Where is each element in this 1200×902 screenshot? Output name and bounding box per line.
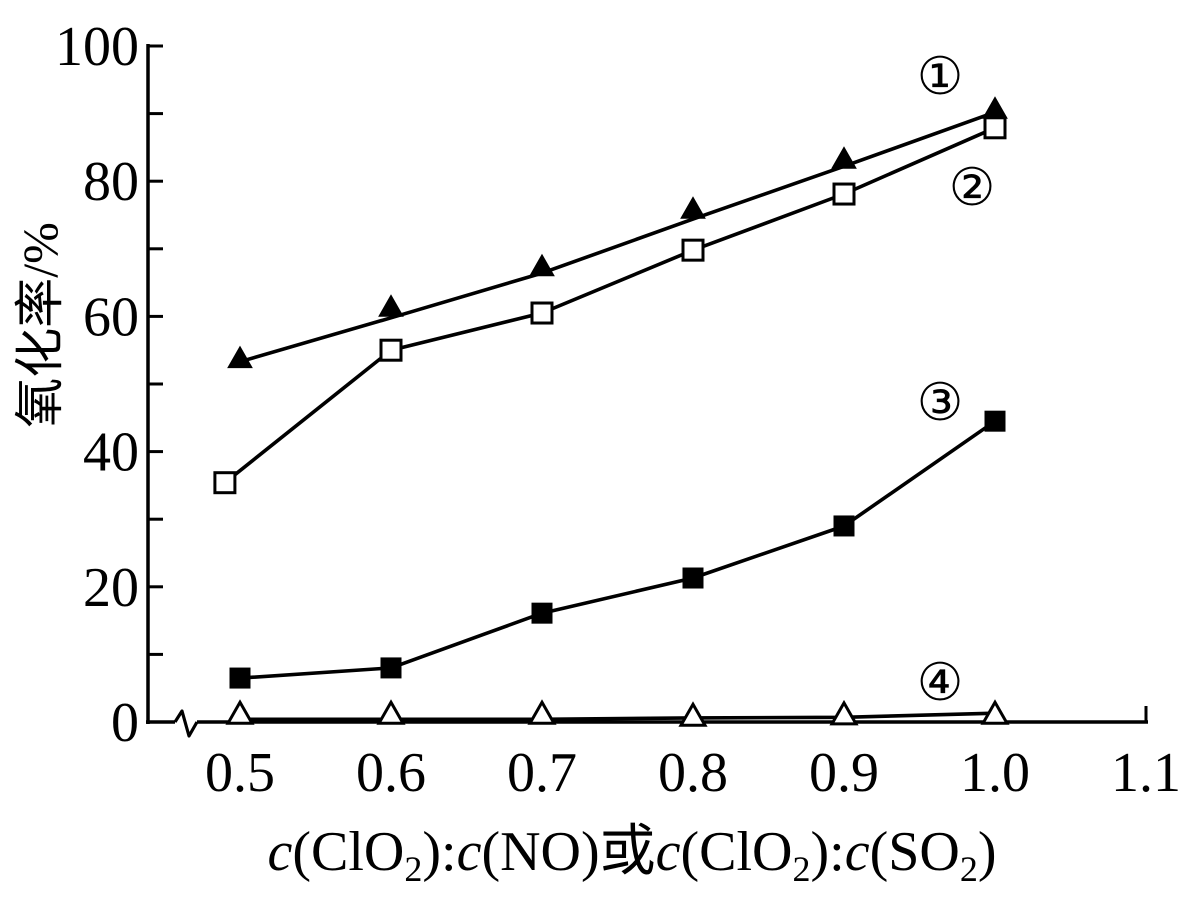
x-tick-label: 0.5 bbox=[205, 742, 275, 804]
series-4-marker bbox=[376, 699, 406, 725]
x-axis-label-part: c bbox=[845, 821, 870, 883]
x-axis-label-part: ): bbox=[422, 821, 456, 883]
x-tick-label: 0.8 bbox=[658, 742, 728, 804]
series-4-marker bbox=[225, 699, 255, 725]
x-axis-label-part: c bbox=[268, 821, 293, 883]
series-1-marker bbox=[227, 345, 253, 369]
series-3-marker bbox=[682, 567, 704, 589]
series-4-marker bbox=[527, 699, 557, 725]
y-tick-label: 0 bbox=[111, 692, 139, 754]
series-2-marker bbox=[832, 182, 856, 206]
series-markers bbox=[213, 96, 1010, 727]
x-axis-label-part: ) bbox=[978, 821, 997, 883]
x-tick-label: 1.0 bbox=[960, 742, 1030, 804]
series-4-line bbox=[238, 711, 997, 722]
x-axis-label: c(ClO2):c(NO)或c(ClO2):c(SO2) bbox=[268, 821, 997, 889]
y-axis: 0 20 40 60 80 100 bbox=[55, 16, 163, 754]
y-tick-label: 100 bbox=[55, 16, 139, 78]
series-1-line bbox=[238, 110, 997, 364]
x-axis-label-part: (ClO bbox=[681, 821, 793, 883]
series-lines bbox=[223, 110, 997, 722]
x-axis-label-subscript: 2 bbox=[793, 849, 811, 889]
series-3-marker bbox=[531, 602, 553, 624]
series-2-marker bbox=[681, 238, 705, 262]
x-tick-label: 0.6 bbox=[356, 742, 426, 804]
y-tick-label: 80 bbox=[83, 151, 139, 213]
x-axis-label-part: c bbox=[457, 821, 482, 883]
x-tick-label: 0.9 bbox=[809, 742, 879, 804]
series-1-marker bbox=[529, 253, 555, 277]
x-tick-labels: 0.5 0.6 0.7 0.8 0.9 1.0 1.1 bbox=[205, 742, 1181, 804]
series-3-marker bbox=[380, 657, 402, 679]
series-2-line bbox=[223, 126, 997, 485]
x-axis-label-subscript: 2 bbox=[960, 849, 978, 889]
x-axis-label-part: (NO)或 bbox=[481, 821, 655, 883]
y-tick-label: 60 bbox=[83, 286, 139, 348]
series-2-marker bbox=[530, 301, 554, 325]
series-2-marker bbox=[213, 471, 237, 495]
series-3-line bbox=[238, 419, 997, 680]
series-4-marker bbox=[678, 701, 708, 727]
series-1-marker bbox=[378, 294, 404, 317]
series-3-marker bbox=[833, 515, 855, 537]
series-2-marker bbox=[379, 338, 403, 362]
series-1-marker bbox=[831, 146, 857, 169]
series-4-label: ④ bbox=[917, 653, 964, 713]
x-axis-label-part: (SO bbox=[870, 821, 960, 883]
series-3-label: ③ bbox=[917, 373, 964, 433]
y-tick-label: 20 bbox=[83, 557, 139, 619]
series-1-label: ① bbox=[917, 47, 964, 107]
series-2-label: ② bbox=[949, 158, 996, 218]
series-labels: ① ② ③ ④ bbox=[917, 47, 996, 713]
x-axis-label-part: c bbox=[656, 821, 681, 883]
x-axis-label-subscript: 2 bbox=[404, 849, 422, 889]
series-1-marker bbox=[680, 196, 706, 219]
y-tick-label: 40 bbox=[83, 422, 139, 484]
x-tick-label: 0.7 bbox=[507, 742, 577, 804]
x-axis-label-part: (ClO bbox=[292, 821, 404, 883]
y-axis-label: 氧化率/% bbox=[12, 222, 68, 428]
x-axis-label-part: ): bbox=[811, 821, 845, 883]
series-3-marker bbox=[984, 410, 1006, 432]
series-3-marker bbox=[229, 667, 251, 689]
series-2-marker bbox=[983, 116, 1007, 140]
x-axis-break-mark bbox=[173, 709, 199, 738]
series-4-marker bbox=[980, 699, 1010, 725]
series-4-marker bbox=[829, 699, 859, 726]
y-tick-labels: 0 20 40 60 80 100 bbox=[55, 16, 139, 754]
x-axis: 0.5 0.6 0.7 0.8 0.9 1.0 1.1 bbox=[146, 706, 1181, 804]
x-tick-label: 1.1 bbox=[1111, 742, 1181, 804]
